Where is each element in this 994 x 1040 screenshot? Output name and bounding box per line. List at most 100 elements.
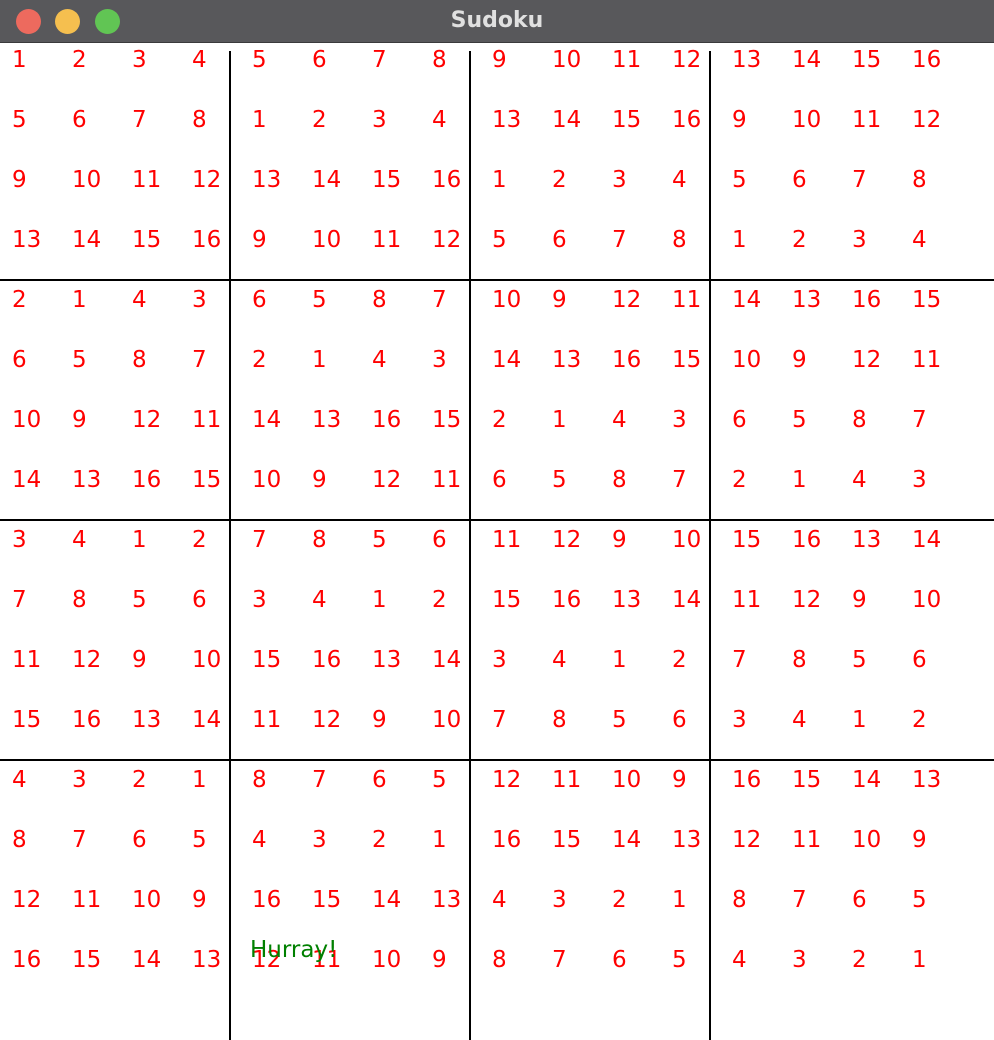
sudoku-cell[interactable]: 8 <box>612 467 627 493</box>
sudoku-cell[interactable]: 16 <box>612 347 642 373</box>
sudoku-cell[interactable]: 9 <box>612 527 627 553</box>
sudoku-cell[interactable]: 15 <box>252 647 282 673</box>
sudoku-cell[interactable]: 5 <box>852 647 867 673</box>
sudoku-cell[interactable]: 9 <box>252 227 267 253</box>
sudoku-cell[interactable]: 8 <box>192 107 207 133</box>
sudoku-cell[interactable]: 8 <box>552 707 567 733</box>
sudoku-cell[interactable]: 4 <box>12 767 27 793</box>
sudoku-cell[interactable]: 13 <box>792 287 822 313</box>
sudoku-cell[interactable]: 14 <box>672 587 702 613</box>
maximize-button[interactable] <box>95 9 120 34</box>
sudoku-cell[interactable]: 10 <box>672 527 702 553</box>
sudoku-cell[interactable]: 16 <box>132 467 162 493</box>
sudoku-cell[interactable]: 10 <box>732 347 762 373</box>
sudoku-cell[interactable]: 12 <box>12 887 42 913</box>
sudoku-cell[interactable]: 12 <box>432 227 462 253</box>
sudoku-cell[interactable]: 15 <box>612 107 642 133</box>
sudoku-cell[interactable]: 2 <box>672 647 687 673</box>
sudoku-cell[interactable]: 14 <box>252 407 282 433</box>
sudoku-cell[interactable]: 7 <box>792 887 807 913</box>
sudoku-cell[interactable]: 11 <box>552 767 582 793</box>
sudoku-cell[interactable]: 9 <box>732 107 747 133</box>
sudoku-cell[interactable]: 15 <box>132 227 162 253</box>
sudoku-cell[interactable]: 16 <box>552 587 582 613</box>
sudoku-cell[interactable]: 5 <box>732 167 747 193</box>
sudoku-cell[interactable]: 8 <box>732 887 747 913</box>
sudoku-cell[interactable]: 16 <box>372 407 402 433</box>
sudoku-cell[interactable]: 16 <box>72 707 102 733</box>
sudoku-cell[interactable]: 16 <box>492 827 522 853</box>
sudoku-cell[interactable]: 11 <box>132 167 162 193</box>
sudoku-cell[interactable]: 14 <box>912 527 942 553</box>
sudoku-cell[interactable]: 2 <box>132 767 147 793</box>
sudoku-cell[interactable]: 13 <box>432 887 462 913</box>
sudoku-cell[interactable]: 11 <box>612 47 642 73</box>
close-button[interactable] <box>16 9 41 34</box>
sudoku-cell[interactable]: 5 <box>252 47 267 73</box>
sudoku-cell[interactable]: 15 <box>432 407 462 433</box>
sudoku-cell[interactable]: 5 <box>912 887 927 913</box>
sudoku-cell[interactable]: 8 <box>72 587 87 613</box>
sudoku-cell[interactable]: 14 <box>732 287 762 313</box>
sudoku-cell[interactable]: 9 <box>72 407 87 433</box>
sudoku-cell[interactable]: 15 <box>312 887 342 913</box>
sudoku-cell[interactable]: 5 <box>432 767 447 793</box>
sudoku-cell[interactable]: 7 <box>552 947 567 973</box>
sudoku-cell[interactable]: 10 <box>132 887 162 913</box>
sudoku-cell[interactable]: 4 <box>72 527 87 553</box>
sudoku-cell[interactable]: 4 <box>372 347 387 373</box>
sudoku-cell[interactable]: 6 <box>132 827 147 853</box>
sudoku-cell[interactable]: 9 <box>192 887 207 913</box>
sudoku-cell[interactable]: 6 <box>912 647 927 673</box>
sudoku-cell[interactable]: 7 <box>432 287 447 313</box>
sudoku-cell[interactable]: 13 <box>492 107 522 133</box>
sudoku-cell[interactable]: 12 <box>552 527 582 553</box>
sudoku-cell[interactable]: 12 <box>732 827 762 853</box>
sudoku-cell[interactable]: 7 <box>12 587 27 613</box>
sudoku-cell[interactable]: 12 <box>492 767 522 793</box>
sudoku-cell[interactable]: 16 <box>312 647 342 673</box>
sudoku-cell[interactable]: 12 <box>72 647 102 673</box>
sudoku-cell[interactable]: 9 <box>372 707 387 733</box>
sudoku-cell[interactable]: 2 <box>432 587 447 613</box>
sudoku-cell[interactable]: 10 <box>912 587 942 613</box>
sudoku-cell[interactable]: 3 <box>132 47 147 73</box>
sudoku-cell[interactable]: 4 <box>612 407 627 433</box>
sudoku-cell[interactable]: 6 <box>72 107 87 133</box>
sudoku-cell[interactable]: 1 <box>552 407 567 433</box>
sudoku-cell[interactable]: 16 <box>792 527 822 553</box>
sudoku-cell[interactable]: 4 <box>552 647 567 673</box>
sudoku-cell[interactable]: 10 <box>792 107 822 133</box>
minimize-button[interactable] <box>55 9 80 34</box>
sudoku-cell[interactable]: 7 <box>852 167 867 193</box>
sudoku-cell[interactable]: 13 <box>732 47 762 73</box>
sudoku-cell[interactable]: 9 <box>492 47 507 73</box>
sudoku-cell[interactable]: 3 <box>192 287 207 313</box>
sudoku-cell[interactable]: 8 <box>852 407 867 433</box>
sudoku-cell[interactable]: 11 <box>312 947 342 973</box>
sudoku-cell[interactable]: 11 <box>912 347 942 373</box>
sudoku-cell[interactable]: 5 <box>492 227 507 253</box>
sudoku-cell[interactable]: 1 <box>192 767 207 793</box>
sudoku-cell[interactable]: 14 <box>72 227 102 253</box>
sudoku-cell[interactable]: 15 <box>12 707 42 733</box>
sudoku-cell[interactable]: 7 <box>612 227 627 253</box>
sudoku-cell[interactable]: 14 <box>192 707 222 733</box>
sudoku-cell[interactable]: 2 <box>612 887 627 913</box>
sudoku-cell[interactable]: 1 <box>252 107 267 133</box>
sudoku-cell[interactable]: 7 <box>252 527 267 553</box>
sudoku-cell[interactable]: 3 <box>732 707 747 733</box>
sudoku-cell[interactable]: 11 <box>852 107 882 133</box>
sudoku-cell[interactable]: 7 <box>72 827 87 853</box>
sudoku-cell[interactable]: 3 <box>912 467 927 493</box>
sudoku-cell[interactable]: 8 <box>672 227 687 253</box>
sudoku-cell[interactable]: 9 <box>552 287 567 313</box>
sudoku-cell[interactable]: 7 <box>192 347 207 373</box>
sudoku-cell[interactable]: 11 <box>12 647 42 673</box>
sudoku-cell[interactable]: 10 <box>72 167 102 193</box>
sudoku-cell[interactable]: 14 <box>792 47 822 73</box>
sudoku-cell[interactable]: 16 <box>732 767 762 793</box>
sudoku-cell[interactable]: 12 <box>852 347 882 373</box>
sudoku-cell[interactable]: 13 <box>852 527 882 553</box>
sudoku-cell[interactable]: 8 <box>132 347 147 373</box>
